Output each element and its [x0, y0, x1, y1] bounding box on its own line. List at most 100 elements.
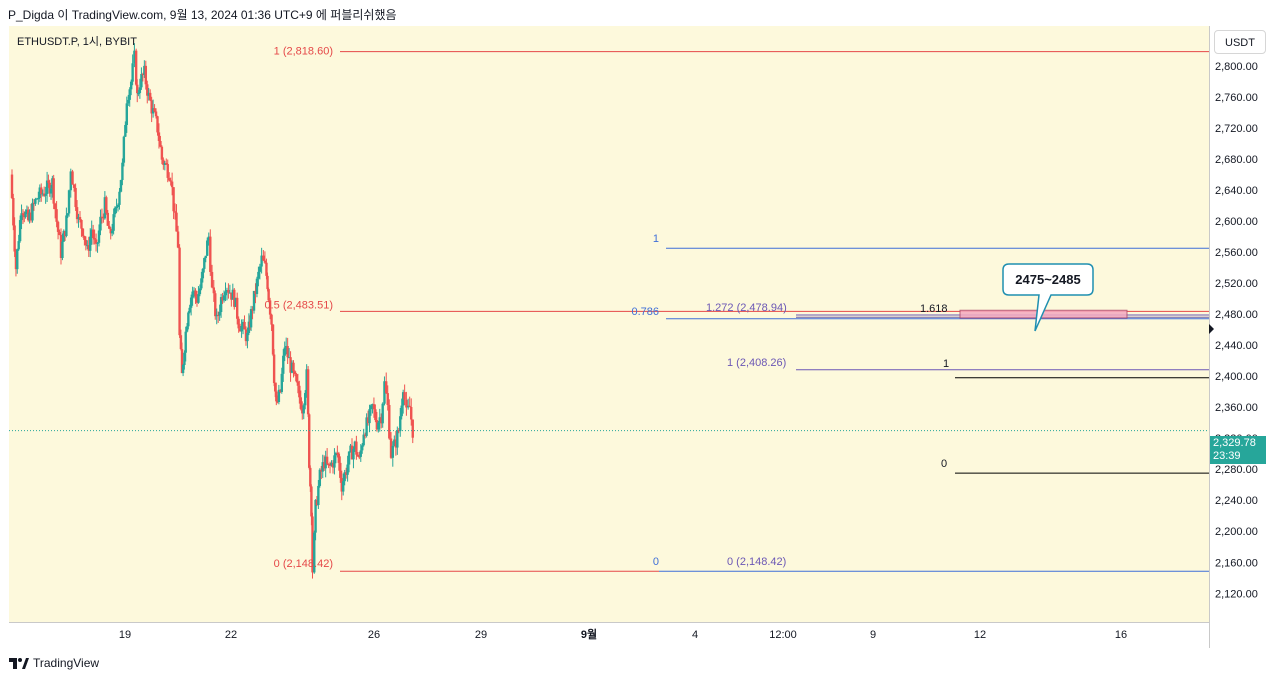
y-tick-label: 2,640.00	[1215, 185, 1258, 197]
candle-body	[183, 352, 186, 365]
candle-body	[10, 174, 14, 198]
candle-body	[290, 362, 294, 373]
candle-body	[20, 213, 23, 221]
candle-body	[339, 462, 342, 478]
candle-body	[169, 180, 172, 182]
tradingview-footer[interactable]: TradingView	[9, 656, 99, 670]
candle-body	[214, 293, 217, 317]
candle-body	[17, 241, 20, 250]
fib-blue-label-0786: 0.786	[631, 306, 659, 318]
candle-body	[115, 206, 118, 208]
candle-body	[24, 211, 27, 218]
candle-body	[125, 103, 128, 125]
symbol-label[interactable]: ETHUSDT.P, 1시, BYBIT	[17, 36, 137, 48]
candle-body	[408, 405, 411, 408]
candle-body	[353, 441, 357, 450]
fib-blue-label-1: 1	[653, 233, 659, 245]
candle-body	[181, 364, 185, 374]
y-tick-label: 2,480.00	[1215, 309, 1258, 321]
candle-body	[381, 403, 384, 424]
candle-body	[222, 295, 226, 301]
candle-body	[23, 215, 26, 218]
candle-body	[87, 245, 90, 251]
fib-purple-label-1618: 1.618	[920, 303, 948, 315]
x-tick-label: 26	[368, 629, 380, 641]
candle-body	[383, 381, 386, 404]
candle-body	[262, 255, 265, 261]
callout-text: 2475~2485	[1015, 272, 1080, 287]
candle-body	[168, 177, 171, 181]
candle-body	[311, 516, 314, 573]
candle-body	[100, 216, 104, 218]
candle-body	[279, 389, 282, 392]
last-price-tag: 2,329.78 23:39	[1210, 436, 1266, 464]
y-tick-label: 2,560.00	[1215, 247, 1258, 259]
candle-body	[227, 289, 230, 293]
candle-body	[204, 255, 207, 259]
candle-body	[28, 212, 31, 221]
candle-body	[298, 385, 301, 398]
candle-body	[48, 182, 51, 194]
candle-body	[337, 453, 341, 463]
fib-purple-label-1: 1 (2,408.26)	[727, 357, 786, 369]
candle-body	[119, 180, 123, 192]
x-tick-label: 9월	[581, 627, 597, 641]
candle-body	[292, 362, 295, 372]
candle-body	[72, 184, 76, 188]
candle-body	[153, 108, 156, 112]
candle-body	[389, 438, 393, 458]
candle-body	[225, 289, 229, 292]
candle-body	[396, 430, 399, 448]
candle-body	[21, 213, 25, 216]
candle-body	[356, 454, 360, 457]
candle-body	[365, 417, 368, 436]
candle-body	[184, 331, 187, 353]
candle-body	[172, 187, 175, 212]
candle-body	[91, 229, 95, 239]
candle-body	[405, 399, 408, 408]
candle-body	[375, 420, 379, 430]
candle-body	[401, 392, 405, 406]
chart-area[interactable]: 2,800.00 2,760.00 2,720.00 2,680.00 2,640.00…	[9, 26, 1271, 648]
candle-body	[55, 209, 58, 222]
candle-body	[251, 309, 254, 311]
candle-body	[274, 383, 277, 392]
candle-body	[270, 314, 273, 325]
candle-body	[219, 297, 223, 313]
candle-body	[69, 171, 72, 191]
candle-body	[296, 381, 300, 386]
candle-body	[327, 463, 330, 465]
candle-body	[336, 453, 339, 455]
candle-body	[277, 389, 281, 402]
candle-body	[165, 163, 168, 165]
tradingview-logo-icon	[9, 657, 29, 669]
candle-body	[289, 357, 292, 373]
candle-body	[350, 445, 354, 460]
candle-body	[37, 198, 40, 200]
candle-body	[201, 268, 205, 279]
candle-body	[313, 532, 316, 573]
candle-body	[29, 212, 33, 221]
candle-body	[129, 81, 133, 90]
candle-body	[358, 456, 361, 458]
candle-body	[42, 193, 46, 196]
candle-body	[355, 441, 358, 455]
candle-body	[78, 217, 82, 220]
candle-body	[52, 178, 55, 204]
y-tick-label: 2,520.00	[1215, 278, 1258, 290]
candle-body	[254, 290, 257, 295]
candle-body	[362, 434, 365, 446]
price-chart[interactable]: 2,800.00 2,760.00 2,720.00 2,680.00 2,640.00…	[9, 26, 1271, 648]
candle-body	[314, 499, 317, 533]
candle-body	[271, 324, 275, 355]
candle-body	[118, 191, 121, 205]
candle-body	[157, 132, 161, 141]
candle-body	[77, 217, 80, 220]
candle-body	[99, 216, 102, 231]
candle-body	[18, 220, 22, 242]
candle-body	[210, 271, 214, 288]
fib-black-label-0: 0	[941, 458, 947, 470]
candle-body	[144, 65, 148, 85]
currency-selector[interactable]: USDT	[1214, 30, 1266, 54]
candle-body	[257, 271, 260, 279]
